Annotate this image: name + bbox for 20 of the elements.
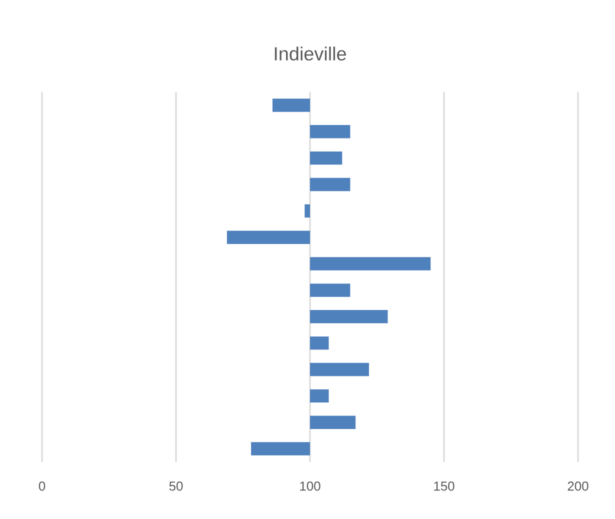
bar — [310, 362, 369, 376]
bar — [310, 389, 329, 403]
x-tick-label: 100 — [300, 482, 320, 491]
bar — [310, 336, 329, 350]
bar — [310, 284, 350, 297]
bar — [310, 178, 350, 192]
bar — [272, 98, 310, 112]
bar — [310, 151, 342, 165]
bar — [310, 310, 388, 324]
x-tick-label: 50 — [169, 482, 183, 491]
bar — [226, 230, 310, 244]
chart-title: Indieville — [274, 46, 346, 61]
bar — [310, 416, 356, 429]
bar — [310, 257, 431, 270]
x-tick-label: 0 — [38, 482, 46, 491]
bar — [310, 125, 350, 138]
bar — [251, 442, 310, 456]
x-tick-label: 200 — [568, 482, 588, 491]
bar — [304, 204, 310, 218]
x-tick-label: 150 — [434, 482, 454, 491]
